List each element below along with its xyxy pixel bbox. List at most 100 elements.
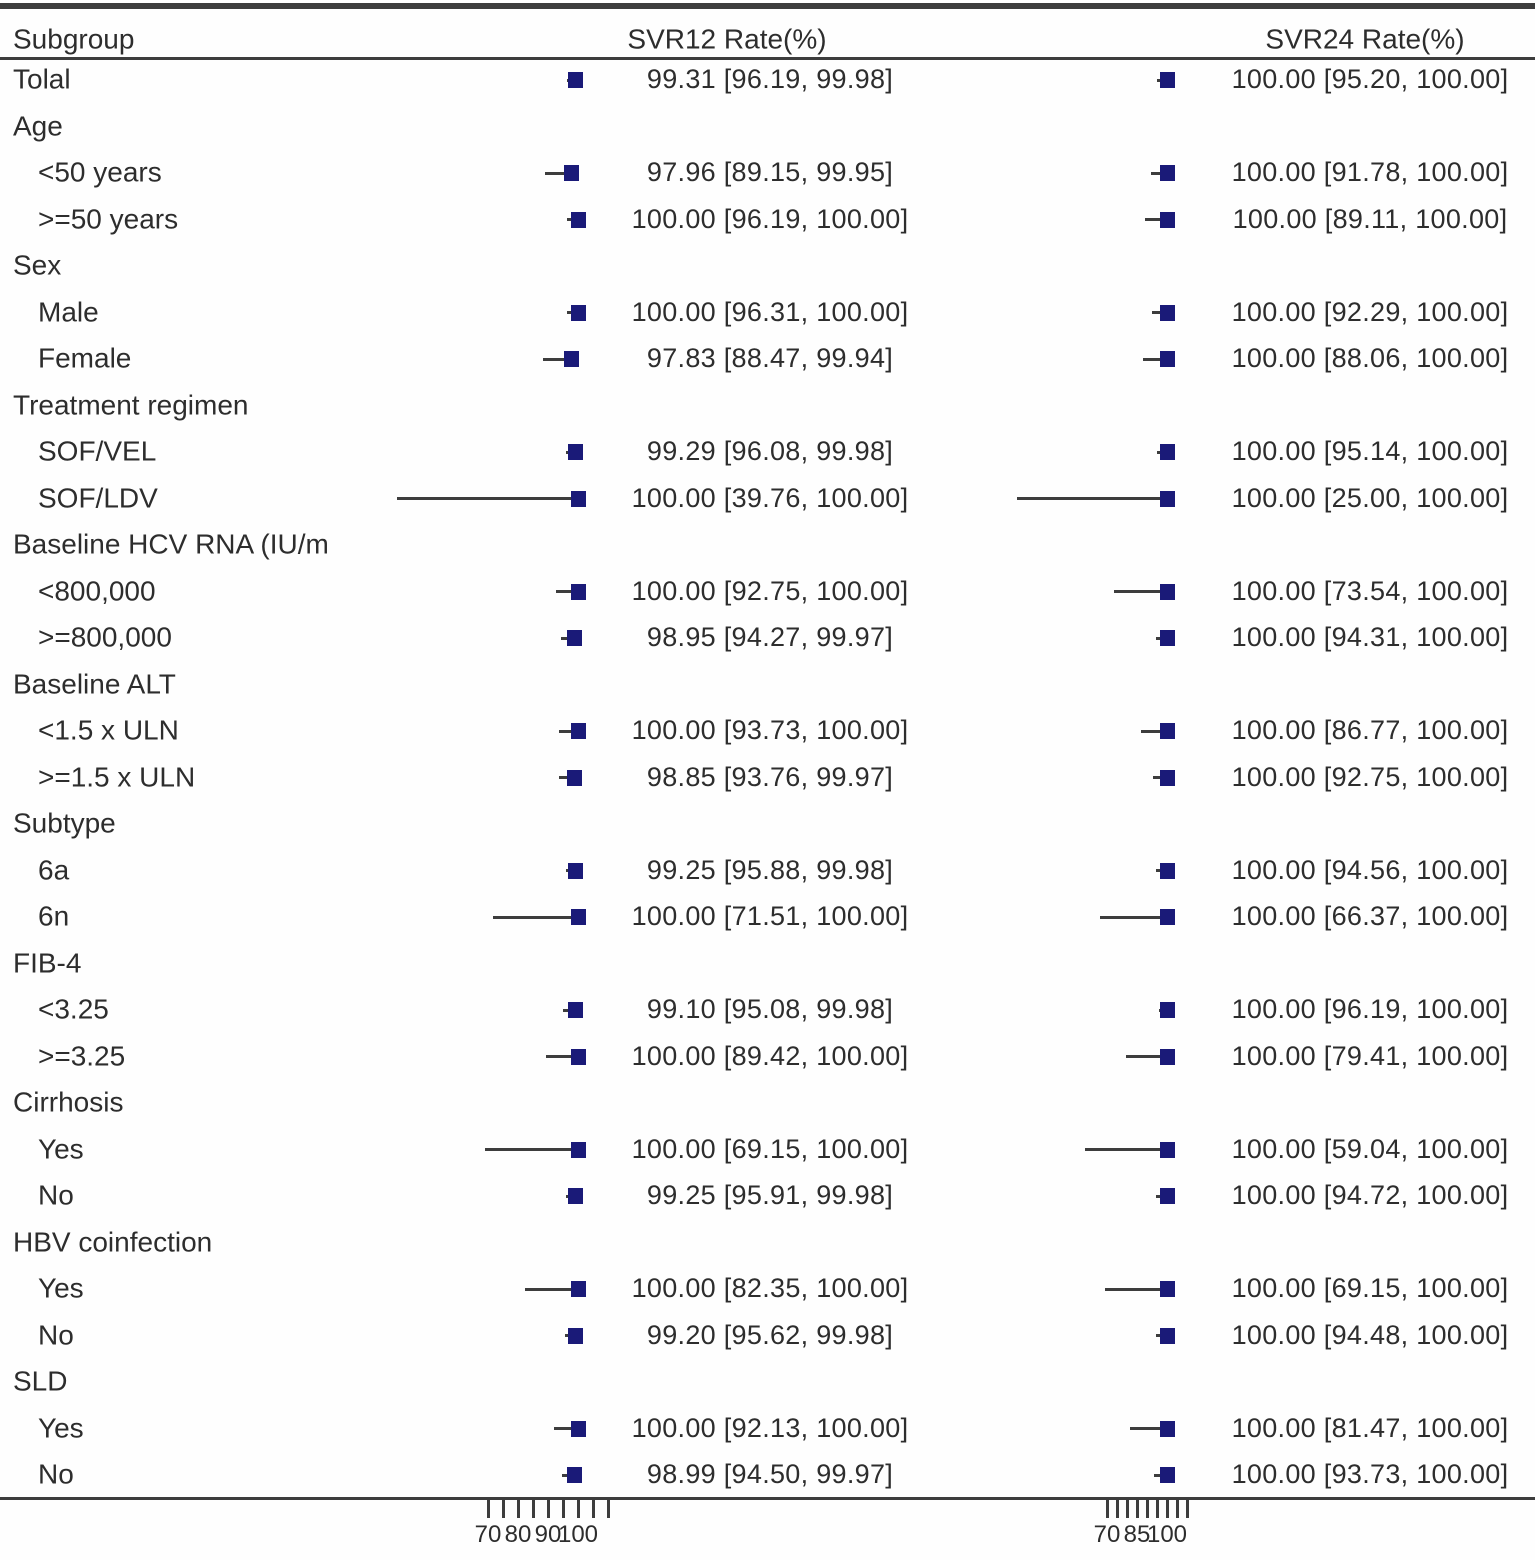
axis-tick-svr24 [1105,1500,1109,1518]
axis-tick-label-svr24: 70 [1093,1521,1121,1548]
estimate-marker-svr12 [567,1002,583,1018]
axis-tick-svr12 [576,1500,580,1518]
estimate-value-svr24: 100.00 [95.14, 100.00] [1231,435,1509,466]
estimate-value-svr12: 100.00 [96.19, 100.00] [631,203,909,234]
axis-tick-label-svr12: 80 [504,1521,532,1548]
estimate-value-svr24: 100.00 [92.75, 100.00] [1231,761,1509,792]
estimate-marker-svr12 [570,1048,586,1065]
ci-line-svr12 [546,1055,578,1058]
subgroup-column-header: Subgroup [13,23,135,55]
estimate-marker-svr12 [568,862,584,879]
subgroup-group-label: Age [13,109,63,141]
estimate-marker-svr24 [1159,490,1175,507]
estimate-marker-svr24 [1159,1327,1175,1344]
estimate-marker-svr12 [564,165,580,181]
estimate-marker-svr12 [570,909,586,925]
axis-tick-svr24 [1125,1500,1129,1518]
estimate-value-svr24: 100.00 [94.48, 100.00] [1231,1319,1509,1350]
estimate-marker-svr12 [570,723,586,739]
axis-tick-svr12 [561,1500,565,1518]
estimate-value-svr12: 98.99 [94.50, 99.97] [646,1458,894,1489]
estimate-value-svr24: 100.00 [89.11, 100.00] [1232,203,1508,234]
ci-line-svr12 [554,1427,578,1430]
estimate-marker-svr12 [568,72,584,88]
ci-line-svr24 [1129,1427,1167,1430]
subgroup-item-label: Yes [38,1132,84,1164]
estimate-value-svr24: 100.00 [96.19, 100.00] [1231,993,1509,1024]
estimate-marker-svr24 [1159,1188,1175,1204]
ci-line-svr24 [1114,590,1167,593]
axis-tick-svr12 [591,1500,595,1518]
estimate-marker-svr12 [570,304,586,321]
subgroup-item-label: Yes [38,1411,84,1443]
header-rule [0,57,1535,60]
axis-tick-svr24 [1155,1500,1159,1518]
estimate-marker-svr12 [567,630,583,646]
estimate-value-svr12: 99.25 [95.91, 99.98] [646,1179,894,1210]
axis-tick-label-svr12: 90 [534,1521,562,1548]
bottom-axis-rule [0,1497,1535,1500]
svr12-column-header: SVR12 Rate(%) [627,23,827,55]
estimate-marker-svr12 [568,1327,584,1344]
subgroup-item-label: >=50 years [38,202,179,234]
estimate-marker-svr12 [563,351,579,367]
axis-tick-label-svr24: 85 [1123,1521,1151,1548]
estimate-marker-svr24 [1159,723,1175,739]
subgroup-item-label: >=3.25 [38,1039,126,1071]
axis-tick-svr24 [1115,1500,1119,1518]
estimate-value-svr12: 99.10 [95.08, 99.98] [646,993,894,1024]
ci-line-svr12 [397,497,578,500]
subgroup-group-label: HBV coinfection [13,1225,213,1257]
ci-line-svr12 [545,171,578,175]
ci-line-svr12 [492,915,578,919]
ci-line-svr24 [1085,1148,1167,1151]
estimate-value-svr12: 99.31 [96.19, 99.98] [646,63,894,94]
subgroup-item-label: <1.5 x ULN [38,714,179,746]
estimate-marker-svr24 [1159,211,1175,228]
estimate-marker-svr24 [1159,444,1175,460]
subgroup-group-label: SLD [13,1365,68,1397]
axis-tick-svr12 [531,1500,535,1518]
estimate-marker-svr12 [567,769,583,786]
axis-tick-label-svr24: 100 [1146,1521,1188,1548]
subgroup-item-label: <50 years [38,156,162,188]
estimate-marker-svr24 [1159,909,1175,925]
estimate-value-svr24: 100.00 [66.37, 100.00] [1231,900,1509,931]
axis-tick-label-svr12: 70 [474,1521,502,1548]
subgroup-item-label: 6n [38,900,70,932]
estimate-marker-svr24 [1159,351,1175,367]
estimate-marker-svr12 [570,1281,586,1297]
axis-tick-svr12 [501,1500,505,1518]
estimate-value-svr24: 100.00 [92.29, 100.00] [1231,296,1509,327]
estimate-value-svr12: 98.95 [94.27, 99.97] [646,621,894,652]
estimate-value-svr24: 100.00 [79.41, 100.00] [1231,1040,1509,1071]
ci-line-svr24 [1140,729,1167,733]
estimate-marker-svr24 [1159,769,1175,786]
estimate-marker-svr24 [1159,1141,1175,1158]
estimate-value-svr12: 100.00 [69.15, 100.00] [631,1133,909,1164]
subgroup-group-label: Treatment regimen [13,388,249,420]
estimate-value-svr24: 100.00 [91.78, 100.00] [1231,156,1509,187]
estimate-marker-svr24 [1159,1002,1175,1018]
ci-line-svr24 [1145,218,1167,221]
ci-line-svr12 [543,357,578,361]
axis-tick-svr24 [1135,1500,1139,1518]
axis-tick-label-svr12: 100 [557,1521,599,1548]
axis-tick-svr12 [546,1500,550,1518]
estimate-value-svr24: 100.00 [86.77, 100.00] [1231,714,1509,745]
axis-tick-svr24 [1165,1500,1169,1518]
estimate-value-svr24: 100.00 [94.72, 100.00] [1231,1179,1509,1210]
estimate-marker-svr12 [570,490,586,507]
ci-line-svr12 [556,590,578,593]
subgroup-item-label: 6a [38,853,70,885]
subgroup-item-label: No [38,1458,74,1490]
estimate-marker-svr24 [1159,1281,1175,1297]
ci-line-svr24 [1105,1287,1167,1291]
ci-line-svr12 [559,729,578,733]
axis-tick-svr24 [1185,1500,1189,1518]
subgroup-group-label: FIB-4 [13,946,82,978]
estimate-value-svr24: 100.00 [69.15, 100.00] [1231,1272,1509,1303]
estimate-marker-svr12 [568,444,584,460]
subgroup-item-label: >=1.5 x ULN [38,760,196,792]
estimate-value-svr12: 100.00 [96.31, 100.00] [631,296,909,327]
